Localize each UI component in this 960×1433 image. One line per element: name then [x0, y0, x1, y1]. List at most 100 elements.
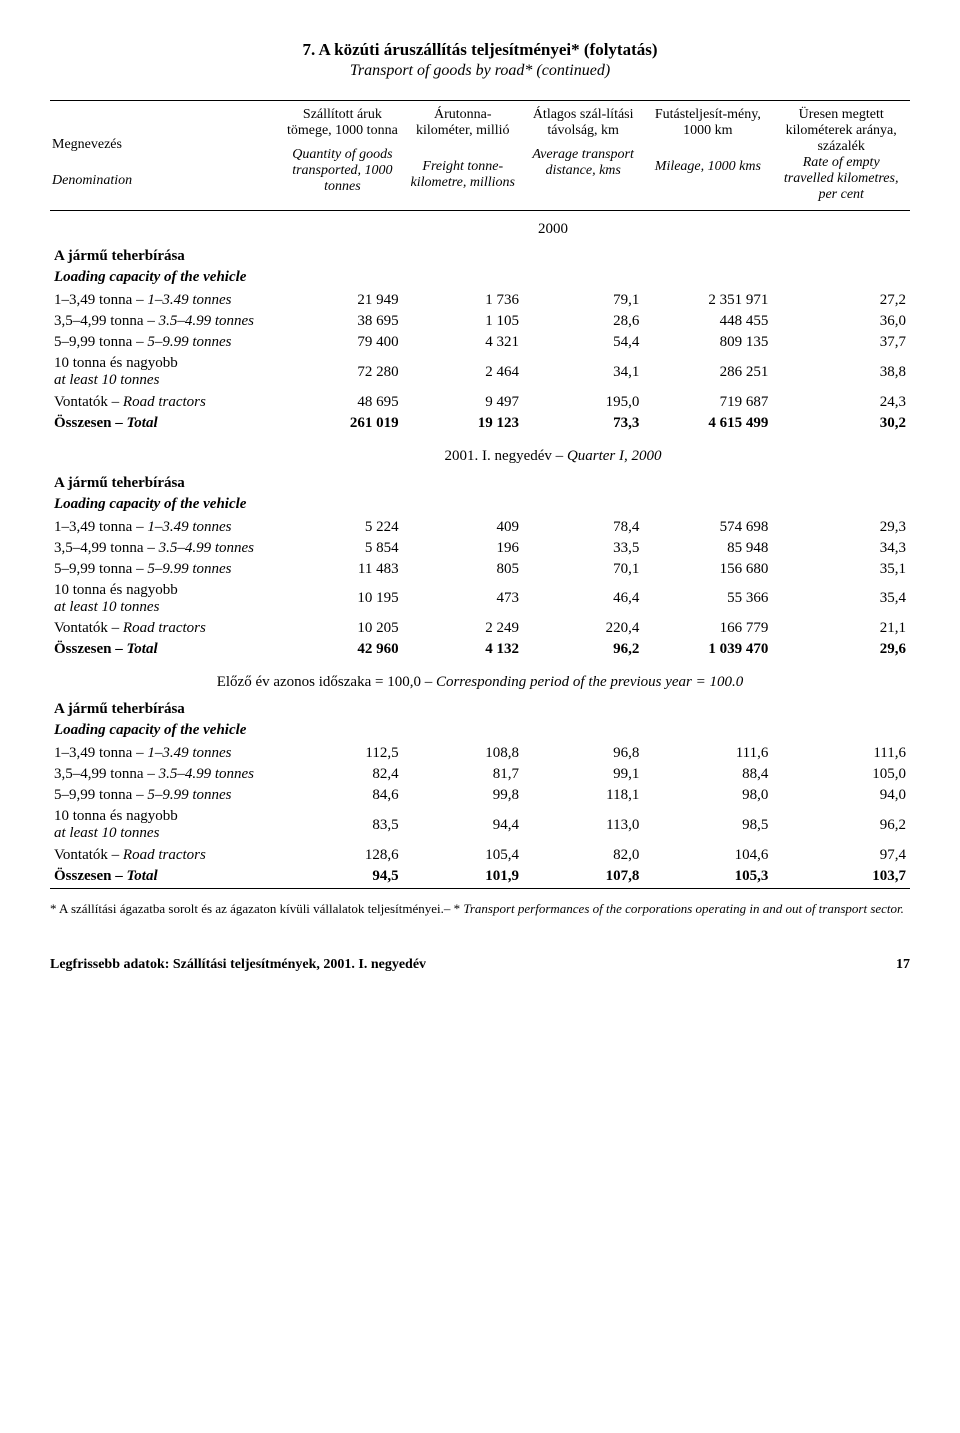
cell: 805	[403, 559, 523, 580]
cell: 105,4	[403, 845, 523, 866]
cell: 19 123	[403, 413, 523, 434]
cell: 1 105	[403, 311, 523, 332]
page-title: 7. A közúti áruszállítás teljesítményei*…	[50, 40, 910, 60]
cell: 27,2	[772, 290, 910, 311]
header-col0-en: Denomination	[52, 153, 278, 189]
cell: 4 615 499	[643, 413, 772, 434]
cell: 5 224	[282, 517, 402, 538]
cell: 35,1	[772, 559, 910, 580]
group-head: A jármű teherbírása	[50, 244, 910, 267]
cell: 81,7	[403, 764, 523, 785]
cell: 85 948	[643, 538, 772, 559]
group-sub: Loading capacity of the vehicle	[50, 720, 910, 743]
cell: 96,8	[523, 743, 643, 764]
cell: 2 464	[403, 353, 523, 392]
table-row: Vontatók – Road tractors 10 2052 249220,…	[50, 618, 910, 639]
cell: 103,7	[772, 866, 910, 887]
header-col5-en: Rate of empty travelled kilometres, per …	[776, 155, 906, 203]
group-head: A jármű teherbírása	[50, 697, 910, 720]
table-row-total: Összesen – Total 261 019 19 123 73,3 4 6…	[50, 413, 910, 434]
cell: 33,5	[523, 538, 643, 559]
table-row: 10 tonna és nagyobbat least 10 tonnes 83…	[50, 806, 910, 845]
cell: 29,3	[772, 517, 910, 538]
row-label-en: Total	[127, 415, 158, 431]
section-2000: 2000	[50, 211, 910, 245]
table-row-total: Összesen – Total 42 9604 13296,21 039 47…	[50, 639, 910, 660]
header-col3-en: Average transport distance, kms	[527, 139, 639, 179]
cell: 10 205	[282, 618, 402, 639]
table-row: 10 tonna és nagyobbat least 10 tonnes 72…	[50, 353, 910, 392]
cell: 4 321	[403, 332, 523, 353]
table-row: 3,5–4,99 tonna – 3.5–4.99 tonnes 5 85419…	[50, 538, 910, 559]
row-label-hu: Vontatók –	[54, 394, 123, 410]
cell: 11 483	[282, 559, 402, 580]
cell: 34,3	[772, 538, 910, 559]
cell: 809 135	[643, 332, 772, 353]
row-label-hu: 5–9,99 tonna –	[54, 334, 147, 350]
cell: 118,1	[523, 785, 643, 806]
cell: 105,3	[643, 866, 772, 887]
table-row-total: Összesen – Total 94,5101,9107,8105,3103,…	[50, 866, 910, 887]
group-sub: Loading capacity of the vehicle	[50, 267, 910, 290]
cell: 96,2	[772, 806, 910, 845]
group-sub: Loading capacity of the vehicle	[50, 494, 910, 517]
cell: 112,5	[282, 743, 402, 764]
table-row: Vontatók – Road tractors 48 695 9 497 19…	[50, 392, 910, 413]
section-prev: Előző év azonos időszaka = 100,0 – Corre…	[50, 660, 910, 697]
row-label-en: 3.5–4.99 tonnes	[159, 313, 254, 329]
cell: 94,5	[282, 866, 402, 887]
cell: 473	[403, 580, 523, 619]
cell: 94,4	[403, 806, 523, 845]
cell: 21 949	[282, 290, 402, 311]
cell: 88,4	[643, 764, 772, 785]
cell: 96,2	[523, 639, 643, 660]
footnote-hu: * A szállítási ágazatba sorolt és az ága…	[50, 901, 463, 916]
cell: 166 779	[643, 618, 772, 639]
cell: 2 351 971	[643, 290, 772, 311]
cell: 574 698	[643, 517, 772, 538]
table-row: 5–9,99 tonna – 5–9.99 tonnes 84,699,8118…	[50, 785, 910, 806]
cell: 1 736	[403, 290, 523, 311]
cell: 107,8	[523, 866, 643, 887]
header-col4-en: Mileage, 1000 kms	[647, 139, 768, 175]
cell: 83,5	[282, 806, 402, 845]
row-label-en: 5–9.99 tonnes	[147, 334, 231, 350]
cell: 29,6	[772, 639, 910, 660]
cell: 30,2	[772, 413, 910, 434]
cell: 94,0	[772, 785, 910, 806]
cell: 70,1	[523, 559, 643, 580]
row-label-hu: 3,5–4,99 tonna –	[54, 313, 159, 329]
cell: 1 039 470	[643, 639, 772, 660]
table-row: 5–9,99 tonna – 5–9.99 tonnes 79 400 4 32…	[50, 332, 910, 353]
table-row: 3,5–4,99 tonna – 3.5–4.99 tonnes 82,481,…	[50, 764, 910, 785]
row-label-en: Road tractors	[123, 394, 206, 410]
cell: 42 960	[282, 639, 402, 660]
table-row: 10 tonna és nagyobbat least 10 tonnes 10…	[50, 580, 910, 619]
table-row: Vontatók – Road tractors 128,6105,482,01…	[50, 845, 910, 866]
cell: 37,7	[772, 332, 910, 353]
cell: 108,8	[403, 743, 523, 764]
row-label-hu: 1–3,49 tonna –	[54, 292, 147, 308]
page-footer: Legfrissebb adatok: Szállítási teljesítm…	[50, 957, 910, 973]
table-row: 1–3,49 tonna – 1–3.49 tonnes 112,5108,89…	[50, 743, 910, 764]
cell: 38,8	[772, 353, 910, 392]
cell: 48 695	[282, 392, 402, 413]
table-row: 3,5–4,99 tonna – 3.5–4.99 tonnes 38 695 …	[50, 311, 910, 332]
row-label-en: 1–3.49 tonnes	[147, 292, 231, 308]
cell: 82,0	[523, 845, 643, 866]
header-col2-en: Freight tonne-kilometre, millions	[407, 139, 519, 191]
footnote: * A szállítási ágazatba sorolt és az ága…	[50, 901, 910, 917]
cell: 99,1	[523, 764, 643, 785]
cell: 46,4	[523, 580, 643, 619]
cell: 2 249	[403, 618, 523, 639]
cell: 196	[403, 538, 523, 559]
group-head: A jármű teherbírása	[50, 471, 910, 494]
cell: 9 497	[403, 392, 523, 413]
cell: 111,6	[643, 743, 772, 764]
cell: 54,4	[523, 332, 643, 353]
header-col2-hu: Árutonna-kilométer, millió	[407, 107, 519, 139]
header-col3-hu: Átlagos szál-lítási távolság, km	[527, 107, 639, 139]
table-row: 1–3,49 tonna – 1–3.49 tonnes 21 949 1 73…	[50, 290, 910, 311]
page-subtitle: Transport of goods by road* (continued)	[50, 62, 910, 80]
cell: 35,4	[772, 580, 910, 619]
